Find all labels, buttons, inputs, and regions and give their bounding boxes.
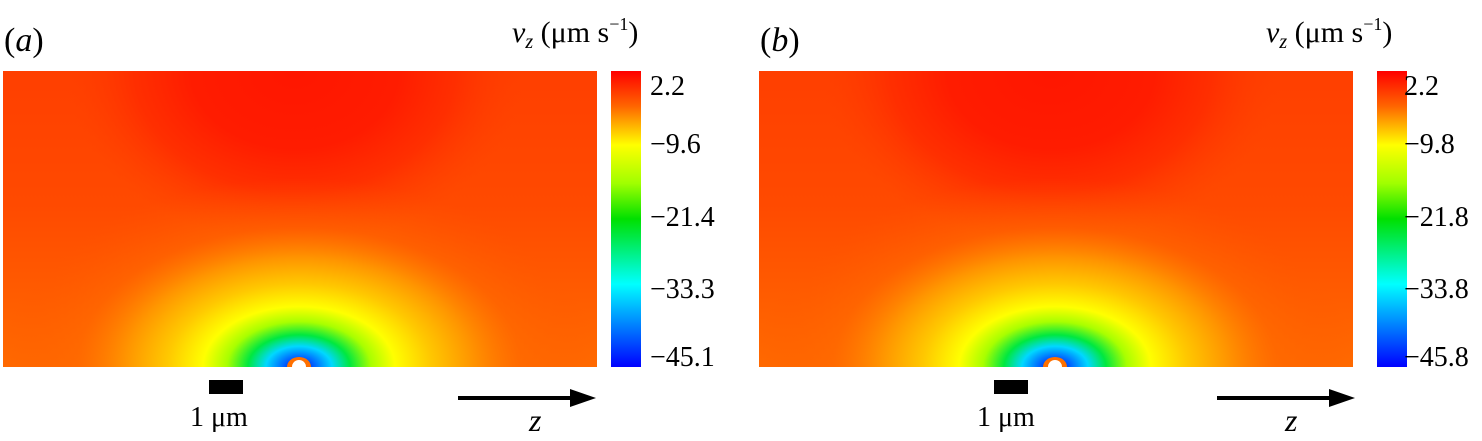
panel-label: (a) <box>4 22 44 59</box>
colorbar <box>611 71 641 367</box>
colorbar-tick: −33.8 <box>1404 274 1469 305</box>
colorbar-gradient <box>611 71 641 367</box>
colorbar-tick: −45.8 <box>1404 342 1469 373</box>
scale-bar-label: 1 μm <box>190 402 248 433</box>
colorbar-tick: −9.6 <box>650 129 701 160</box>
z-axis-arrow <box>458 389 596 407</box>
colorbar-title: vz (μm s−1) <box>1266 14 1393 53</box>
z-axis-label: z <box>529 402 542 438</box>
velocity-field-plot <box>759 71 1353 367</box>
panel-label: (b) <box>760 22 800 59</box>
z-axis-label: z <box>1285 402 1298 438</box>
z-axis-arrow <box>1217 389 1355 407</box>
colorbar-tick: 2.2 <box>1404 71 1439 102</box>
scale-bar <box>209 380 243 394</box>
colorbar-tick: −21.4 <box>650 202 715 233</box>
particle <box>292 360 306 367</box>
colorbar-tick: 2.2 <box>650 71 685 102</box>
colorbar-tick: −33.3 <box>650 274 715 305</box>
particle <box>1048 360 1062 367</box>
scale-bar-label: 1 μm <box>977 402 1035 433</box>
velocity-field-plot <box>3 71 597 367</box>
colorbar-tick: −45.1 <box>650 342 715 373</box>
colorbar-tick: −21.8 <box>1404 202 1469 233</box>
colorbar-title: vz (μm s−1) <box>512 14 639 53</box>
velocity-field-svg <box>759 71 1353 367</box>
panel-b: (b) <box>756 0 1482 441</box>
colorbar-tick: −9.8 <box>1404 129 1455 160</box>
panel-a: (a) <box>3 14 715 438</box>
scale-bar <box>994 380 1028 394</box>
velocity-field-svg <box>3 71 597 367</box>
colorbar-gradient <box>1377 71 1407 367</box>
colorbar <box>1377 71 1407 367</box>
